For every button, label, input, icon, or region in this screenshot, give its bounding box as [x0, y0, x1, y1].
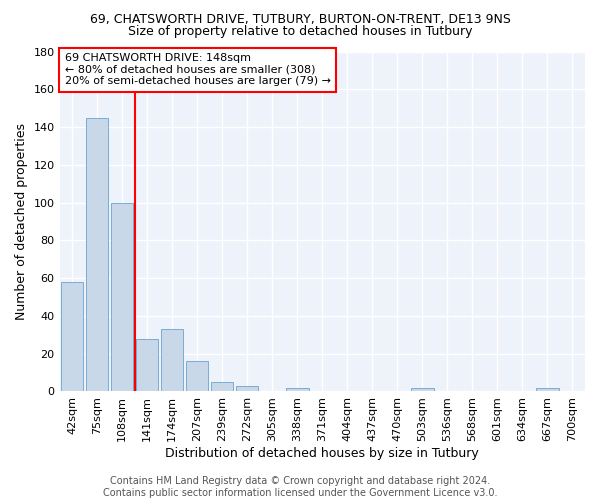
- Bar: [61, 282, 83, 392]
- Bar: [536, 388, 559, 392]
- Bar: [286, 388, 308, 392]
- Y-axis label: Number of detached properties: Number of detached properties: [15, 123, 28, 320]
- Bar: [186, 361, 208, 392]
- Text: Contains HM Land Registry data © Crown copyright and database right 2024.
Contai: Contains HM Land Registry data © Crown c…: [103, 476, 497, 498]
- Text: 69, CHATSWORTH DRIVE, TUTBURY, BURTON-ON-TRENT, DE13 9NS: 69, CHATSWORTH DRIVE, TUTBURY, BURTON-ON…: [89, 12, 511, 26]
- Bar: [111, 202, 133, 392]
- Bar: [161, 329, 184, 392]
- Bar: [86, 118, 109, 392]
- Bar: [211, 382, 233, 392]
- Bar: [236, 386, 259, 392]
- Bar: [136, 338, 158, 392]
- Text: Size of property relative to detached houses in Tutbury: Size of property relative to detached ho…: [128, 25, 472, 38]
- Bar: [411, 388, 434, 392]
- X-axis label: Distribution of detached houses by size in Tutbury: Distribution of detached houses by size …: [166, 447, 479, 460]
- Text: 69 CHATSWORTH DRIVE: 148sqm
← 80% of detached houses are smaller (308)
20% of se: 69 CHATSWORTH DRIVE: 148sqm ← 80% of det…: [65, 53, 331, 86]
